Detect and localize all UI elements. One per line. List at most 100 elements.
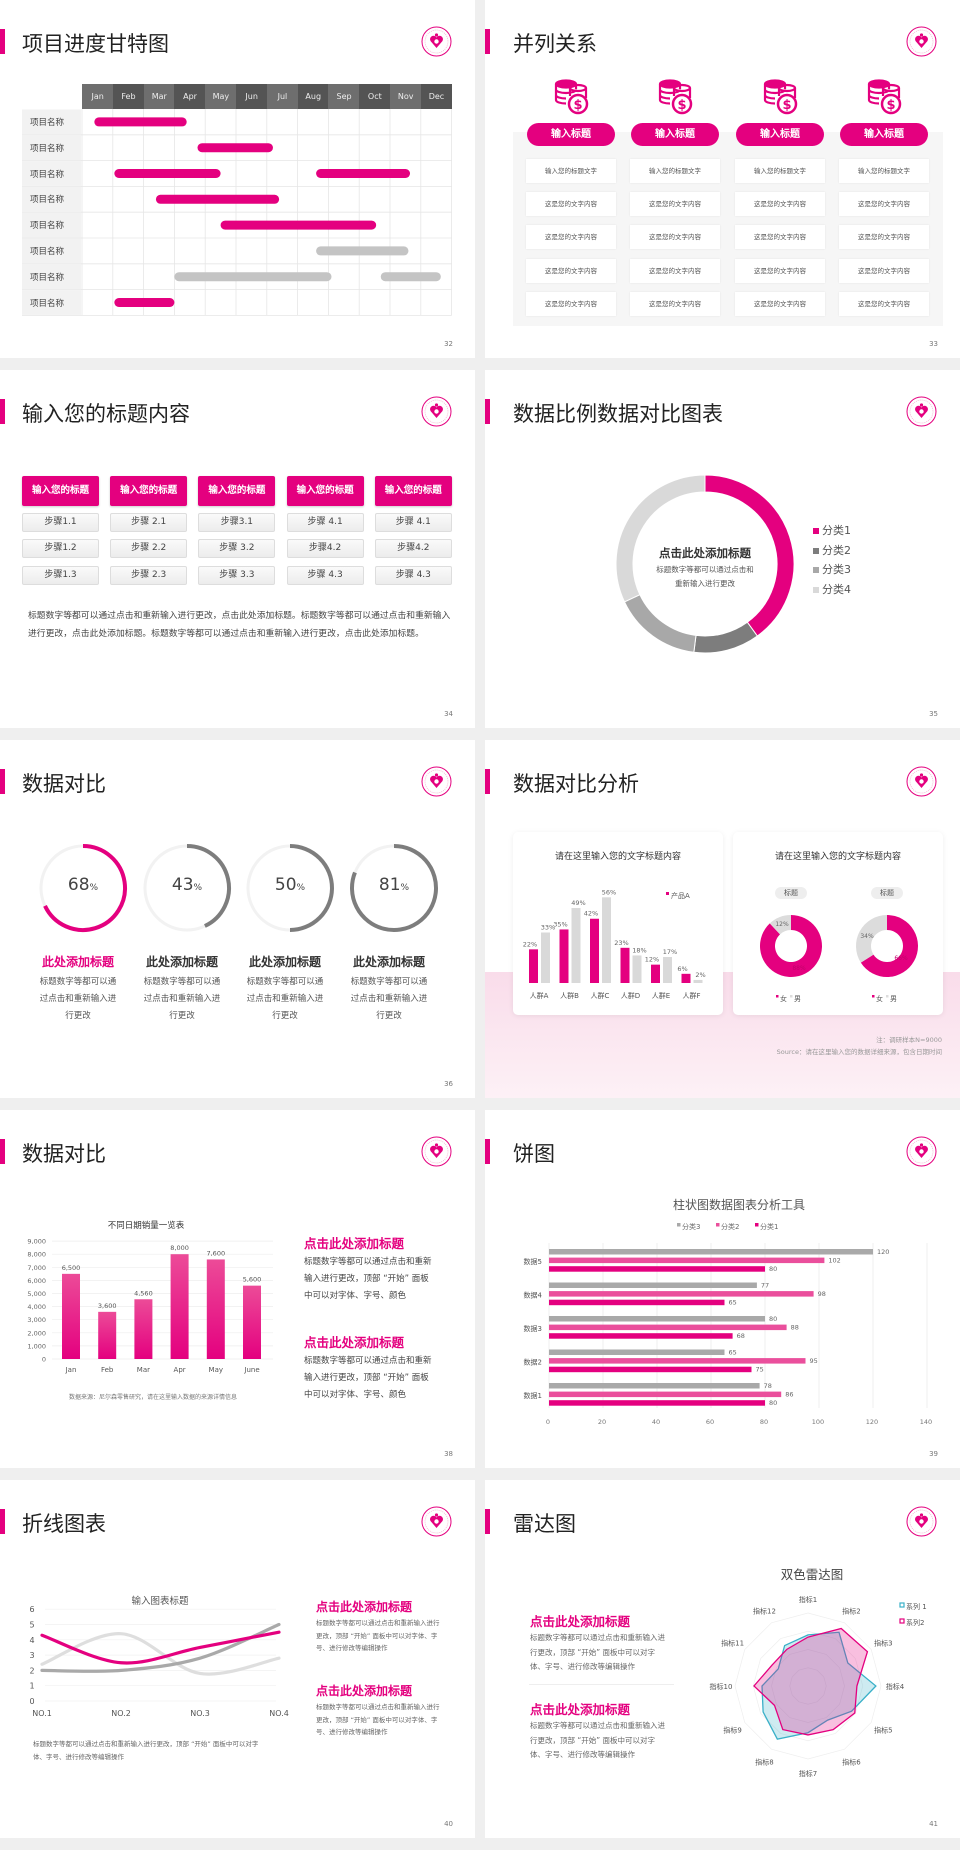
gantt-bar xyxy=(155,194,280,204)
hbar xyxy=(549,1349,725,1355)
step-box[interactable]: 步骤 4.3 xyxy=(286,565,364,585)
step-box[interactable]: 步骤 4.1 xyxy=(374,513,452,532)
coins-dollar-icon: $ xyxy=(866,79,902,115)
step-box[interactable]: 步骤 3.3 xyxy=(198,565,276,585)
column-heading-pill[interactable]: 输入标题 xyxy=(840,123,928,146)
percent-unit: % xyxy=(193,883,203,893)
item-text: 过点击和重新输入进 xyxy=(143,994,221,1004)
gantt-bar xyxy=(316,246,409,256)
donut-value-label: 88% xyxy=(792,965,806,972)
donut-slice xyxy=(693,621,759,654)
content-cell[interactable]: 输入您的标题文字 xyxy=(526,159,616,183)
item-text: 行更改 xyxy=(376,1011,402,1021)
gantt-bar xyxy=(316,169,411,178)
column-heading-pill[interactable]: 输入标题 xyxy=(527,123,615,146)
content-cell[interactable]: 这是您的文字内容 xyxy=(839,258,929,283)
gantt-bar xyxy=(94,117,187,127)
item-heading: 此处添加标题 xyxy=(41,955,114,969)
gantt-label-cell xyxy=(22,238,81,264)
content-cell[interactable]: 这是您的文字内容 xyxy=(526,291,616,316)
bar-value-label: 42% xyxy=(584,910,598,918)
column-heading-pill[interactable]: 输入标题 xyxy=(736,123,824,146)
bar-value-label: 98 xyxy=(818,1290,826,1298)
step-box[interactable]: 步骤 2.2 xyxy=(110,539,188,559)
bar-value-label: 80 xyxy=(769,1399,777,1407)
bar-pink xyxy=(681,973,691,983)
chart-title: 柱状图数据图表分析工具 xyxy=(673,1197,805,1212)
content-cell[interactable]: 这是您的文字内容 xyxy=(735,258,825,283)
page-number: 39 xyxy=(929,1450,938,1458)
bar-value-label: 33% xyxy=(541,924,555,932)
step-box[interactable]: 步骤3.1 xyxy=(198,513,276,532)
step-heading-box[interactable]: 输入您的标题 xyxy=(286,476,364,506)
column-heading-pill[interactable]: 输入标题 xyxy=(631,123,719,146)
ring-percent-label: 68% xyxy=(43,875,123,895)
legend-swatch xyxy=(716,1223,720,1227)
content-cell[interactable]: 输入您的标题文字 xyxy=(839,159,929,183)
content-cell[interactable]: 输入您的标题文字 xyxy=(630,159,720,183)
content-cell[interactable]: 这是您的文字内容 xyxy=(630,225,720,250)
item-text: 标题数字等都可以通 xyxy=(143,977,221,987)
radar-grid xyxy=(789,1667,827,1705)
step-box[interactable]: 步骤1.3 xyxy=(22,565,99,585)
content-cell[interactable]: 这是您的文字内容 xyxy=(735,291,825,316)
bar-value-label: 17% xyxy=(663,948,677,956)
content-cell[interactable]: 这是您的文字内容 xyxy=(735,192,825,217)
step-heading-box[interactable]: 输入您的标题 xyxy=(110,476,188,506)
bar-value-label: 7,600 xyxy=(206,1249,225,1257)
gantt-bar xyxy=(380,272,441,282)
step-box[interactable]: 步骤4.2 xyxy=(286,539,364,559)
radar-grid xyxy=(734,1612,882,1760)
slide-40: 折线图表 40 0 1 2 3 4 5 6 NO.1 NO.2 NO.3 NO.4 输入图表标题 标题数字等… xyxy=(0,1480,475,1838)
chart-card xyxy=(513,832,723,1015)
bar-value-label: 12% xyxy=(645,956,659,964)
step-heading-box[interactable]: 输入您的标题 xyxy=(374,476,452,506)
survey-note: 注：调研样本N=9000 xyxy=(876,1036,942,1044)
block-text: 标题数字等都可以通过点击和重新输入进行 xyxy=(316,1703,440,1711)
svg-text:$: $ xyxy=(677,98,686,113)
item-heading: 此处添加标题 xyxy=(352,955,425,969)
step-box[interactable]: 步骤 3.2 xyxy=(198,539,276,559)
slide-33: 并列关系 33 $ 输入标题 输入您的标题文字 这是您的文字内容 这是您的文字内容 这是您的文… xyxy=(485,0,960,358)
step-box[interactable]: 步骤1.2 xyxy=(22,539,99,559)
step-box[interactable]: 步骤 2.1 xyxy=(110,513,188,532)
x-tick-label: 40 xyxy=(652,1418,660,1426)
step-box[interactable]: 步骤 2.3 xyxy=(110,565,188,585)
bar-gray xyxy=(602,897,611,983)
content-cell[interactable]: 这是您的文字内容 xyxy=(526,258,616,283)
content-cell[interactable]: 这是您的文字内容 xyxy=(526,225,616,250)
content-cell[interactable]: 这是您的文字内容 xyxy=(630,192,720,217)
hbar xyxy=(549,1249,873,1255)
gantt-month-header: Jan xyxy=(82,84,114,109)
content-cell[interactable]: 这是您的文字内容 xyxy=(630,258,720,283)
y-tick-label: 3,000 xyxy=(27,1316,46,1324)
content-cell[interactable]: 这是您的文字内容 xyxy=(630,291,720,316)
step-box[interactable]: 步骤 4.3 xyxy=(374,565,452,585)
donut-value-label: 34% xyxy=(860,933,874,940)
content-cell[interactable]: 这是您的文字内容 xyxy=(839,192,929,217)
content-cell[interactable]: 输入您的标题文字 xyxy=(735,159,825,183)
radar-axis-label: 指标9 xyxy=(723,1726,741,1735)
content-cell[interactable]: 这是您的文字内容 xyxy=(839,291,929,316)
x-axis-label: 人群C xyxy=(591,991,610,1000)
gantt-label-cell xyxy=(22,186,81,212)
step-heading-box[interactable]: 输入您的标题 xyxy=(198,476,276,506)
bar-value-label: 77 xyxy=(761,1282,769,1290)
step-heading-box[interactable]: 输入您的标题 xyxy=(22,476,99,506)
step-box[interactable]: 步骤4.2 xyxy=(374,539,452,559)
slide-34: 输入您的标题内容 34 输入您的标题 步骤1.1 步骤1.2 步骤1.3 输入您的标题 步骤 … xyxy=(0,370,475,728)
gantt-month-header: Aug xyxy=(297,84,329,109)
bar-value-label: 65 xyxy=(729,1349,737,1357)
content-cell[interactable]: 这是您的文字内容 xyxy=(526,192,616,217)
step-box[interactable]: 步骤 4.1 xyxy=(286,513,364,532)
gantt-row-label: 项目名称 xyxy=(30,195,65,206)
logo-icon xyxy=(906,1136,937,1167)
content-cell[interactable]: 这是您的文字内容 xyxy=(839,225,929,250)
step-box[interactable]: 步骤1.1 xyxy=(22,513,99,532)
chart-title: 不同日期销量一览表 xyxy=(108,1220,185,1231)
y-axis-label: 数据5 xyxy=(524,1257,542,1266)
block-heading: 点击此处添加标题 xyxy=(316,1600,413,1614)
legend-swatch xyxy=(886,995,889,998)
content-cell[interactable]: 这是您的文字内容 xyxy=(735,225,825,250)
gantt-month-header: May xyxy=(205,84,237,109)
